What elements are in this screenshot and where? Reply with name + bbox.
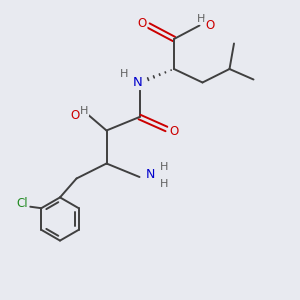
Text: H: H xyxy=(160,162,168,172)
Text: H: H xyxy=(197,14,205,24)
Text: Cl: Cl xyxy=(16,197,28,210)
Text: O: O xyxy=(137,17,146,31)
Text: N: N xyxy=(133,76,143,89)
Text: O: O xyxy=(206,19,214,32)
Text: H: H xyxy=(160,178,168,189)
Text: N: N xyxy=(145,168,155,181)
Text: H: H xyxy=(80,106,88,116)
Text: H: H xyxy=(120,69,128,79)
Text: O: O xyxy=(70,109,80,122)
Text: O: O xyxy=(169,125,178,138)
